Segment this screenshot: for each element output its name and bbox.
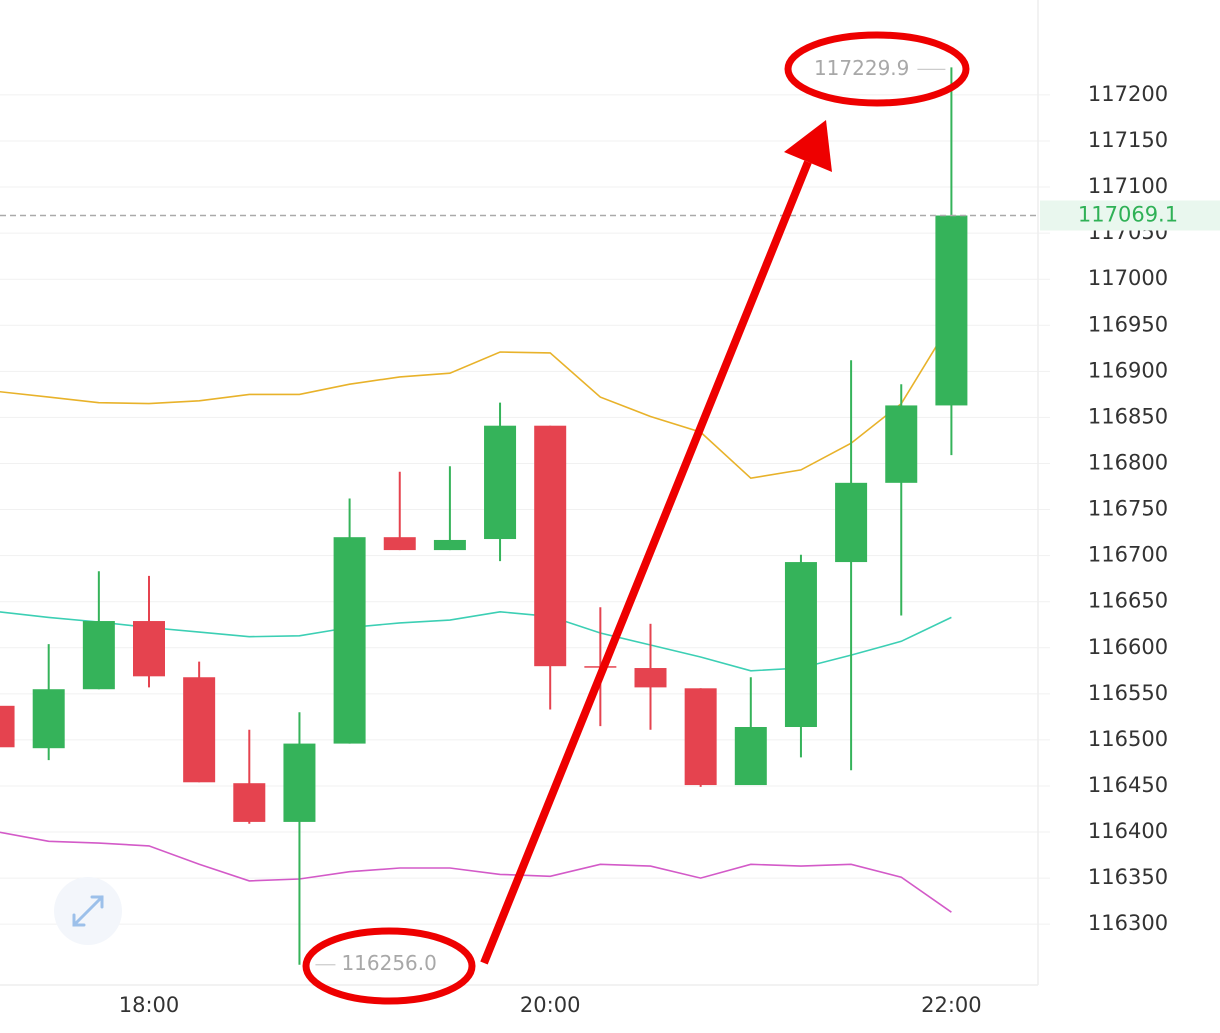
candle-body — [0, 705, 15, 748]
last-price-label: 117069.1 — [1078, 203, 1178, 227]
y-tick-label: 116350 — [1088, 865, 1168, 889]
highlight-circle — [302, 927, 476, 1005]
indicator-line — [0, 321, 953, 480]
candle-body — [82, 621, 115, 690]
candle-body — [333, 537, 366, 744]
y-tick-label: 116950 — [1088, 312, 1168, 336]
candle-body — [885, 405, 918, 483]
candle-body — [32, 689, 65, 749]
candle-body — [634, 668, 667, 688]
highlight-circle — [784, 31, 970, 107]
y-tick-label: 116650 — [1088, 589, 1168, 613]
y-tick-label: 116550 — [1088, 681, 1168, 705]
y-tick-label: 116800 — [1088, 450, 1168, 474]
candle-body — [784, 562, 817, 728]
y-tick-label: 116450 — [1088, 773, 1168, 797]
x-tick-label: 22:00 — [921, 993, 982, 1017]
y-tick-label: 116300 — [1088, 911, 1168, 935]
y-tick-label: 116500 — [1088, 727, 1168, 751]
candle-body — [684, 688, 717, 786]
candle-body — [935, 215, 968, 406]
y-tick-label: 116700 — [1088, 543, 1168, 567]
expand-icon[interactable] — [72, 895, 104, 927]
x-tick-label: 18:00 — [119, 993, 180, 1017]
x-tick-label: 20:00 — [520, 993, 581, 1017]
y-tick-label: 116400 — [1088, 819, 1168, 843]
candle-body — [534, 425, 567, 667]
arrow-shaft — [480, 160, 812, 965]
candle-body — [433, 539, 466, 551]
y-tick-label: 116750 — [1088, 497, 1168, 521]
candle-body — [835, 482, 868, 563]
candle-body — [484, 425, 517, 540]
candle-body — [183, 677, 216, 783]
candle-body — [283, 743, 316, 822]
y-tick-label: 117000 — [1088, 266, 1168, 290]
y-tick-label: 116850 — [1088, 404, 1168, 428]
last-price-bg — [1040, 200, 1220, 231]
candle-body — [734, 727, 767, 786]
high-annotation: 117229.9 — [814, 56, 909, 80]
plot: 117069.1 117229.9 116256.0 — [0, 56, 1220, 975]
grid: 116300 116350 116400 116450 116500 116550 1166… — [0, 82, 1168, 1017]
expand-button[interactable] — [54, 877, 122, 945]
y-tick-label: 117150 — [1088, 128, 1168, 152]
y-tick-label: 117200 — [1088, 82, 1168, 106]
candle-body — [133, 621, 165, 677]
indicator-line — [0, 831, 952, 913]
candle-body — [233, 783, 266, 822]
y-tick-label: 116900 — [1088, 358, 1168, 382]
y-tick-label: 116600 — [1088, 635, 1168, 659]
user-annotation — [302, 31, 970, 1005]
y-tick-label: 117100 — [1088, 174, 1168, 198]
candle-body — [383, 537, 416, 551]
arrow-head — [784, 120, 832, 172]
low-annotation: 116256.0 — [341, 951, 436, 975]
